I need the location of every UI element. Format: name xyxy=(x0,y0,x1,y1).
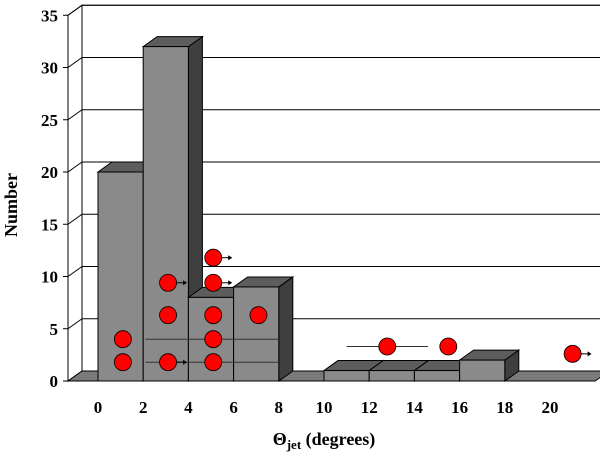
point-marker xyxy=(563,344,582,363)
data-point xyxy=(204,273,233,292)
grid-line-side xyxy=(67,318,83,330)
limit-arrow-head xyxy=(587,351,592,357)
point-marker xyxy=(439,337,458,356)
bar xyxy=(232,275,295,382)
point-marker xyxy=(204,353,223,372)
bar-front xyxy=(413,370,461,382)
x-tick-label: 20 xyxy=(542,398,559,417)
y-tick-label: 15 xyxy=(41,215,58,234)
x-tick-label: 8 xyxy=(275,398,284,417)
x-axis-label-symbol: Θ xyxy=(273,429,287,449)
y-tick-label: 10 xyxy=(41,268,58,287)
x-tick-label: 16 xyxy=(451,398,468,417)
bar-front xyxy=(142,46,189,382)
bar-front xyxy=(459,359,506,382)
point-marker xyxy=(204,306,223,325)
data-point xyxy=(378,337,397,356)
grid-line-side xyxy=(67,266,83,277)
y-tick-label: 5 xyxy=(50,320,59,339)
point-marker xyxy=(159,273,177,292)
x-axis-label-units: (degrees) xyxy=(301,429,375,450)
data-point xyxy=(113,353,132,372)
data-point xyxy=(159,353,188,372)
y-tick-label: 20 xyxy=(41,163,58,182)
point-marker xyxy=(159,306,177,325)
x-tick-label: 6 xyxy=(229,398,238,417)
bar-series xyxy=(96,35,521,382)
x-tick-label: 4 xyxy=(184,398,193,417)
bar-front xyxy=(323,370,370,382)
x-tick-label: 2 xyxy=(139,398,148,417)
data-point xyxy=(439,337,458,356)
y-tick-label: 35 xyxy=(41,6,58,25)
data-point xyxy=(563,344,592,363)
y-tick-label: 30 xyxy=(41,59,58,78)
x-tick-label: 14 xyxy=(406,398,424,417)
y-axis-label: Number xyxy=(1,173,21,237)
limit-arrow-head xyxy=(183,280,188,286)
data-point xyxy=(204,353,223,372)
point-marker xyxy=(249,306,268,325)
limit-arrow-head xyxy=(228,255,233,261)
data-point xyxy=(113,330,132,349)
grid-line-side xyxy=(67,213,83,225)
data-point xyxy=(204,306,223,325)
x-axis-label: Θjet (degrees) xyxy=(273,429,376,452)
grid-line-side xyxy=(67,57,83,68)
grid-line-side xyxy=(67,161,83,173)
point-marker xyxy=(204,248,223,267)
y-tick-label: 25 xyxy=(41,111,58,130)
x-tick-label: 18 xyxy=(496,398,513,417)
limit-arrow-head xyxy=(183,359,188,365)
bar-front xyxy=(97,171,144,382)
x-tick-label: 12 xyxy=(361,398,378,417)
x-tick-label: 10 xyxy=(316,398,333,417)
point-marker xyxy=(159,353,177,372)
data-point xyxy=(159,273,188,292)
bar-side xyxy=(278,275,294,382)
y-tick-label: 0 xyxy=(50,372,59,391)
y-tick-labels: 0 5 10 15 20 25 30 35 xyxy=(41,6,58,391)
side-wall xyxy=(67,4,83,382)
point-marker xyxy=(378,337,397,356)
data-point xyxy=(204,330,223,349)
data-point xyxy=(159,306,177,325)
bar xyxy=(141,35,204,382)
data-point xyxy=(249,306,268,325)
x-axis-label-subscript: jet xyxy=(286,437,302,452)
point-marker xyxy=(113,330,132,349)
point-marker xyxy=(113,353,132,372)
data-point xyxy=(204,248,233,267)
bar xyxy=(458,349,521,382)
limit-arrow-head xyxy=(228,280,233,286)
point-marker xyxy=(204,330,223,349)
x-tick-label: 0 xyxy=(94,398,103,417)
grid-line-side xyxy=(67,109,83,121)
point-marker xyxy=(204,273,223,292)
bar-front xyxy=(368,370,415,382)
x-tick-labels: 0 2 4 6 8 10 12 14 16 18 20 xyxy=(94,398,559,417)
data-points xyxy=(113,248,592,372)
bar-front xyxy=(233,286,280,382)
grid-line-side xyxy=(67,4,83,16)
